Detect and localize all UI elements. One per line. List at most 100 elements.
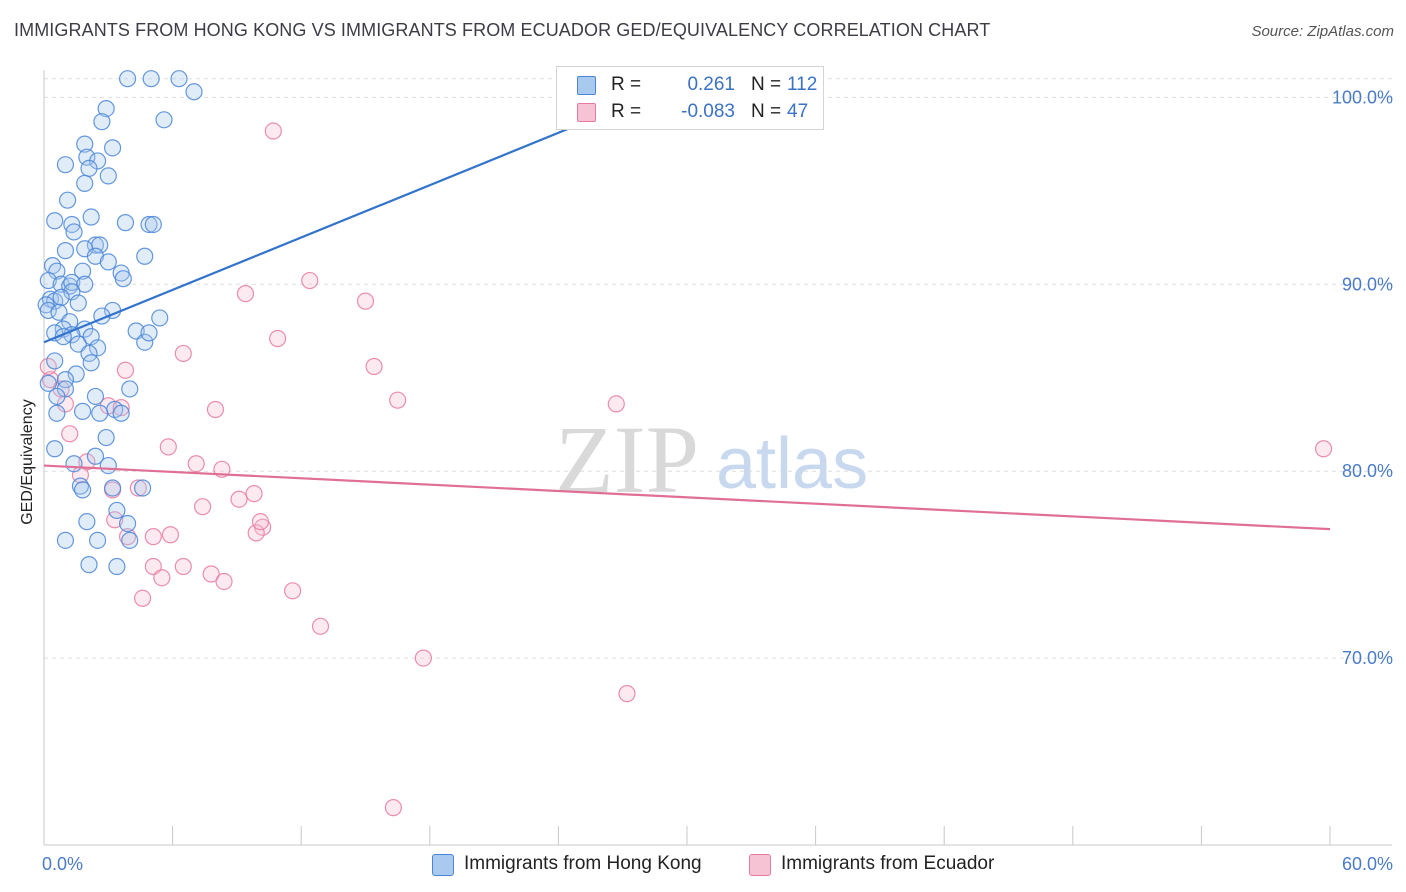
hong-kong-point bbox=[116, 214, 135, 232]
legend-n-value: 47 bbox=[787, 101, 809, 122]
hong-kong-point bbox=[73, 481, 92, 499]
y-tick-label: 80.0% bbox=[1342, 461, 1393, 481]
hong-kong-point bbox=[112, 404, 130, 422]
hong-kong-point bbox=[118, 514, 137, 533]
hong-kong-point bbox=[73, 402, 92, 420]
hong-kong-point bbox=[46, 352, 64, 370]
hong-kong-point bbox=[69, 294, 87, 312]
hong-kong-point bbox=[76, 135, 94, 153]
hong-kong-point bbox=[67, 365, 85, 383]
hong-kong-point bbox=[58, 191, 77, 209]
legend-swatch-hong-kong bbox=[577, 76, 596, 95]
ecuador-point bbox=[384, 799, 402, 817]
hong-kong-point bbox=[80, 556, 98, 574]
hong-kong-point bbox=[65, 223, 83, 241]
x-tick-label: 60.0% bbox=[1342, 854, 1393, 874]
ecuador-point bbox=[245, 485, 263, 503]
ecuador-point bbox=[174, 557, 192, 576]
ecuador-point bbox=[215, 572, 233, 591]
watermark: ZIP atlas bbox=[555, 406, 868, 513]
ecuador-point bbox=[365, 357, 383, 376]
hong-kong-point bbox=[121, 531, 139, 549]
hong-kong-point bbox=[136, 247, 154, 265]
hong-kong-point bbox=[136, 333, 154, 351]
hong-kong-point bbox=[39, 271, 57, 290]
x-tick-label: 0.0% bbox=[42, 854, 83, 874]
hong-kong-point bbox=[93, 113, 111, 131]
hong-kong-point bbox=[91, 404, 109, 422]
ecuador-point bbox=[116, 361, 135, 379]
hong-kong-point bbox=[46, 440, 64, 458]
legend-n-value: 112 bbox=[787, 74, 818, 95]
hong-kong-point bbox=[86, 387, 105, 406]
watermark-atlas: atlas bbox=[716, 424, 868, 504]
ecuador-point bbox=[230, 490, 248, 508]
hong-kong-point bbox=[56, 242, 75, 260]
hong-kong-point bbox=[39, 301, 57, 320]
ecuador-point bbox=[311, 617, 330, 635]
hong-kong-point bbox=[140, 324, 158, 342]
hong-kong-point bbox=[78, 513, 96, 531]
legend-r-label: R = bbox=[611, 101, 642, 122]
ecuador-point bbox=[112, 399, 130, 417]
ecuador-point bbox=[414, 649, 432, 667]
legend-r-label: R = bbox=[611, 74, 642, 95]
hong-kong-point bbox=[65, 455, 83, 473]
y-tick-label: 70.0% bbox=[1342, 648, 1393, 668]
hong-kong-point bbox=[88, 531, 107, 549]
hong-kong-point bbox=[151, 309, 169, 327]
ecuador-point bbox=[174, 344, 192, 363]
ecuador-point bbox=[61, 425, 79, 443]
axes bbox=[43, 70, 1392, 846]
hong-kong-point bbox=[63, 273, 81, 292]
ecuador-point bbox=[144, 528, 162, 546]
hong-kong-point bbox=[73, 262, 92, 280]
legend-label-ecuador: Immigrants from Ecuador bbox=[781, 853, 995, 874]
hong-kong-point bbox=[103, 139, 122, 157]
hong-kong-point bbox=[99, 167, 117, 185]
hong-kong-points bbox=[37, 70, 700, 576]
ecuador-point bbox=[251, 513, 270, 531]
hong-kong-point bbox=[99, 253, 117, 271]
hong-kong-point bbox=[185, 83, 203, 101]
hong-kong-point bbox=[97, 99, 115, 118]
ecuador-point bbox=[269, 329, 287, 348]
ecuador-point bbox=[206, 400, 225, 419]
legend-n-label: N = bbox=[751, 74, 782, 95]
legend-swatch-ecuador bbox=[749, 854, 771, 876]
gridlines bbox=[44, 78, 1392, 659]
ecuador-point bbox=[187, 455, 205, 473]
y-tick-label: 100.0% bbox=[1332, 87, 1393, 107]
hong-kong-point bbox=[144, 215, 162, 234]
hong-kong-point bbox=[76, 174, 94, 192]
hong-kong-point bbox=[103, 479, 122, 497]
hong-kong-point bbox=[170, 70, 188, 88]
hong-kong-point bbox=[46, 212, 64, 230]
ecuador-trend-line bbox=[43, 464, 1331, 531]
ecuador-point bbox=[618, 685, 636, 703]
legend-n-label: N = bbox=[751, 101, 782, 122]
hong-kong-point bbox=[56, 371, 75, 389]
hong-kong-point bbox=[82, 354, 100, 372]
legend-swatch-hong-kong bbox=[432, 854, 454, 876]
legend-r-value: 0.261 bbox=[687, 74, 735, 95]
series-legend: Immigrants from Hong Kong Immigrants fro… bbox=[0, 852, 1406, 878]
ecuador-point bbox=[153, 569, 171, 587]
ecuador-points bbox=[39, 122, 1333, 817]
ecuador-point bbox=[202, 565, 220, 583]
ecuador-point bbox=[247, 524, 265, 542]
legend-label-hong-kong: Immigrants from Hong Kong bbox=[464, 853, 702, 874]
ecuador-point bbox=[607, 395, 625, 413]
ecuador-point bbox=[129, 479, 147, 497]
hong-kong-point bbox=[86, 447, 105, 465]
hong-kong-point bbox=[52, 288, 70, 306]
hong-kong-point bbox=[80, 159, 98, 178]
correlation-legend: R = 0.261 N = 112 R = -0.083 N = 47 bbox=[556, 66, 824, 130]
hong-kong-point bbox=[108, 501, 126, 520]
hong-kong-point bbox=[114, 270, 132, 288]
ecuador-point bbox=[1314, 440, 1333, 458]
hong-kong-point bbox=[39, 374, 57, 392]
y-tick-label: 90.0% bbox=[1342, 274, 1393, 294]
hong-kong-point bbox=[133, 479, 152, 497]
